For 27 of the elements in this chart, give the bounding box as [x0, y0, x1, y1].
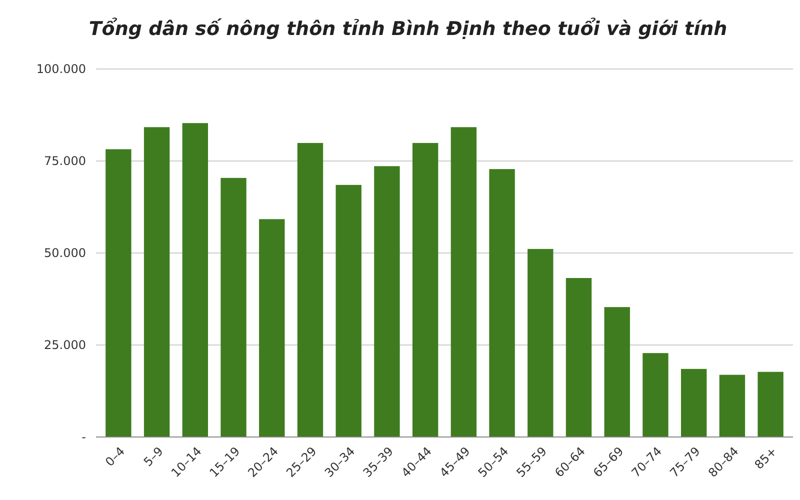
bar [259, 219, 285, 437]
bar [450, 127, 477, 437]
bar [220, 178, 246, 437]
bar [106, 149, 132, 437]
y-tick-label: 75.000 [44, 154, 86, 168]
bar [374, 166, 400, 437]
bar [604, 307, 630, 437]
bar [412, 142, 438, 437]
chart-title: Tổng dân số nông thôn tỉnh Bình Định theo tuổi và giới tính [88, 17, 728, 40]
y-tick-label: 100.000 [36, 62, 86, 76]
bar [680, 368, 707, 437]
bar [489, 169, 515, 437]
bar [144, 127, 170, 437]
y-tick-label: 25.000 [44, 338, 86, 352]
bar [566, 278, 592, 437]
bar [297, 142, 324, 437]
bar [642, 353, 668, 437]
bar [758, 372, 784, 437]
bar [336, 184, 362, 437]
y-tick-label: - [82, 430, 86, 444]
x-tick-label: 85+ [752, 444, 780, 472]
bar [182, 123, 208, 437]
bar [528, 248, 554, 437]
y-tick-label: 50.000 [44, 246, 86, 260]
bar [719, 374, 746, 437]
x-tick-label: 5–9 [140, 444, 166, 470]
x-tick-label: 0–4 [102, 444, 128, 470]
